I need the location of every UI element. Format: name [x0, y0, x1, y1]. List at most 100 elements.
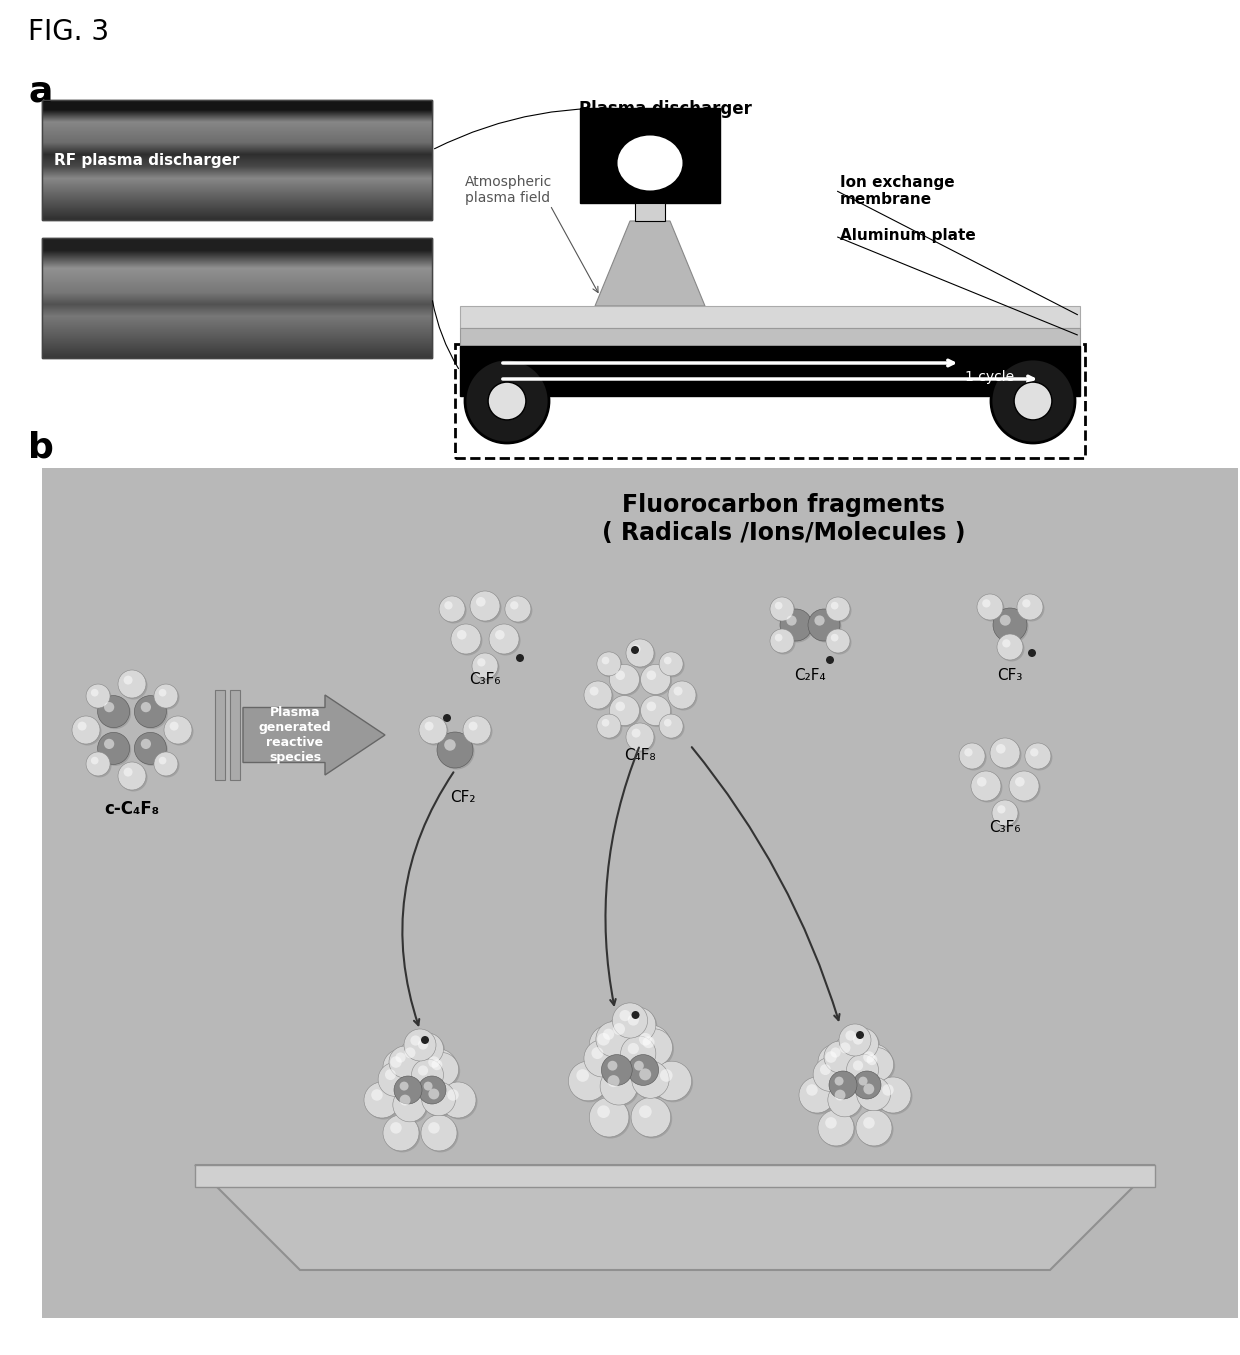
- Circle shape: [383, 1049, 419, 1085]
- Circle shape: [634, 1061, 644, 1070]
- Circle shape: [371, 1089, 383, 1100]
- Circle shape: [384, 1050, 420, 1087]
- Circle shape: [384, 1069, 396, 1080]
- Circle shape: [858, 1046, 894, 1081]
- Bar: [580, 108, 720, 203]
- Circle shape: [424, 722, 434, 730]
- Text: Fluorocarbon fragments
( Radicals /Ions/Molecules ): Fluorocarbon fragments ( Radicals /Ions/…: [601, 493, 965, 545]
- Circle shape: [627, 1043, 639, 1054]
- Circle shape: [391, 1057, 402, 1068]
- Circle shape: [413, 1034, 445, 1066]
- Circle shape: [439, 733, 475, 770]
- Circle shape: [378, 1062, 412, 1096]
- Circle shape: [72, 715, 100, 744]
- Circle shape: [423, 1050, 459, 1087]
- Text: C₃F₆: C₃F₆: [990, 820, 1021, 835]
- Text: a: a: [29, 75, 52, 108]
- Circle shape: [632, 1099, 672, 1138]
- Circle shape: [412, 1033, 444, 1065]
- Circle shape: [631, 1024, 671, 1065]
- Circle shape: [1016, 776, 1024, 787]
- Circle shape: [825, 1041, 856, 1073]
- Circle shape: [423, 1117, 459, 1152]
- Circle shape: [598, 1106, 610, 1118]
- Circle shape: [877, 1079, 913, 1115]
- Circle shape: [603, 1028, 614, 1039]
- Circle shape: [863, 1051, 874, 1062]
- Circle shape: [631, 1011, 640, 1019]
- Text: FIG. 3: FIG. 3: [29, 18, 109, 46]
- Circle shape: [155, 753, 180, 778]
- Circle shape: [398, 1041, 432, 1075]
- Circle shape: [396, 1053, 405, 1062]
- Circle shape: [611, 665, 641, 696]
- Circle shape: [996, 744, 1006, 753]
- Circle shape: [491, 626, 521, 656]
- Circle shape: [971, 771, 1001, 801]
- Circle shape: [621, 1007, 656, 1042]
- Circle shape: [825, 1117, 837, 1129]
- Circle shape: [847, 1054, 878, 1085]
- Circle shape: [420, 718, 449, 745]
- Circle shape: [613, 1023, 625, 1035]
- Circle shape: [775, 634, 782, 641]
- Bar: [460, 328, 1080, 346]
- Circle shape: [977, 776, 987, 787]
- Circle shape: [422, 1037, 429, 1043]
- Bar: [460, 306, 1080, 328]
- Circle shape: [589, 1098, 629, 1137]
- Circle shape: [598, 1033, 610, 1046]
- Circle shape: [124, 767, 133, 776]
- Circle shape: [506, 598, 532, 623]
- Circle shape: [642, 696, 672, 728]
- Circle shape: [634, 1062, 671, 1100]
- Circle shape: [516, 654, 525, 663]
- Circle shape: [856, 1031, 864, 1039]
- Circle shape: [1018, 595, 1044, 622]
- Circle shape: [605, 1016, 644, 1053]
- Circle shape: [404, 1047, 415, 1058]
- Circle shape: [652, 1061, 692, 1100]
- Circle shape: [611, 696, 641, 728]
- Circle shape: [993, 802, 1019, 828]
- Circle shape: [660, 652, 683, 676]
- Circle shape: [495, 630, 505, 640]
- Circle shape: [622, 1009, 657, 1043]
- Circle shape: [383, 1115, 419, 1150]
- Circle shape: [155, 686, 180, 710]
- Circle shape: [827, 630, 852, 654]
- Circle shape: [1022, 599, 1030, 607]
- Circle shape: [959, 743, 985, 770]
- Circle shape: [831, 602, 838, 610]
- Circle shape: [441, 1084, 477, 1119]
- Circle shape: [646, 671, 656, 680]
- Circle shape: [570, 1062, 610, 1103]
- Circle shape: [660, 714, 683, 738]
- Circle shape: [820, 1064, 831, 1075]
- Circle shape: [394, 1089, 428, 1123]
- Polygon shape: [195, 1165, 1154, 1187]
- Circle shape: [428, 1057, 440, 1068]
- Circle shape: [476, 598, 486, 607]
- Circle shape: [1014, 382, 1052, 420]
- Circle shape: [663, 657, 672, 664]
- Circle shape: [444, 740, 456, 751]
- Ellipse shape: [618, 136, 682, 191]
- Circle shape: [451, 625, 481, 654]
- Text: C₄F₈: C₄F₈: [624, 748, 656, 763]
- Circle shape: [568, 1061, 608, 1100]
- Circle shape: [632, 1027, 672, 1066]
- Circle shape: [854, 1073, 883, 1100]
- Circle shape: [653, 1062, 693, 1103]
- Circle shape: [440, 1083, 476, 1118]
- Circle shape: [991, 359, 1075, 443]
- Text: Aluminum plate: Aluminum plate: [839, 228, 976, 243]
- Circle shape: [646, 702, 656, 711]
- Circle shape: [858, 1077, 868, 1085]
- Text: b: b: [29, 430, 53, 463]
- Circle shape: [1027, 744, 1053, 771]
- Circle shape: [418, 1039, 428, 1050]
- Bar: [42, 467, 1238, 1318]
- Circle shape: [863, 1084, 874, 1095]
- Circle shape: [977, 593, 1003, 621]
